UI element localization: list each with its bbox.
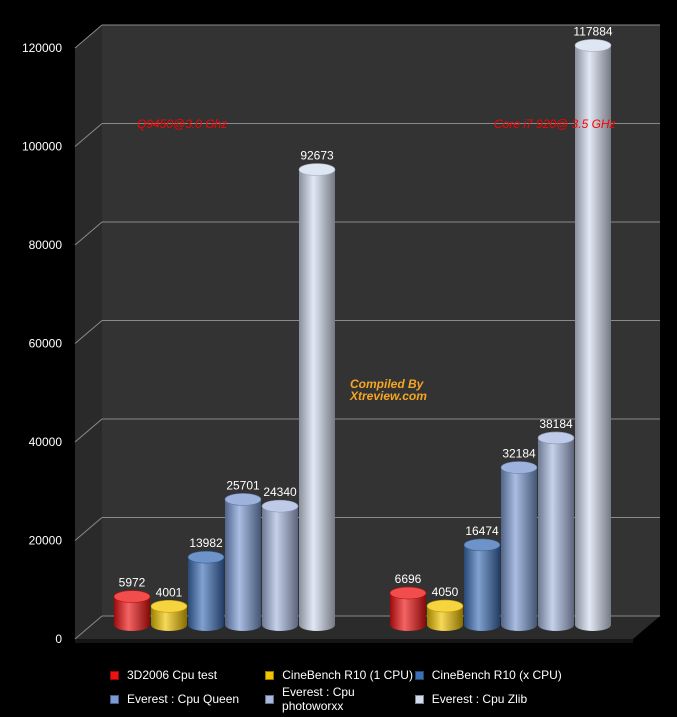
bar-everest-photoworxx <box>261 499 299 631</box>
y-tick-label: 80000 <box>29 238 63 252</box>
floor-front-edge <box>75 639 633 643</box>
legend-item-everest-photoworxx: Everest : Cpu photoworxx <box>265 685 415 713</box>
watermark-line-2: Xtreview.com <box>349 389 427 403</box>
legend-swatch <box>414 670 424 680</box>
legend-swatch <box>414 694 424 704</box>
legend-label: CineBench R10 (x CPU) <box>431 668 562 682</box>
y-tick-label: 20000 <box>29 534 63 548</box>
legend-label: Everest : Cpu photoworxx <box>282 685 355 713</box>
gridline-diagonal <box>74 221 103 246</box>
legend-swatch <box>110 670 119 680</box>
data-label-cinebench-xcpu: 13982 <box>189 536 223 550</box>
data-label-everest-zlib: 117884 <box>573 24 612 38</box>
data-label-cinebench-1cpu: 4001 <box>156 585 183 599</box>
data-label-3d2006: 5972 <box>119 576 146 590</box>
data-label-everest-zlib: 92673 <box>300 149 334 163</box>
y-tick-label: 60000 <box>29 337 63 351</box>
data-label-everest-photoworxx: 24340 <box>263 485 297 499</box>
data-label-cinebench-1cpu: 4050 <box>432 585 459 599</box>
legend-label: Everest : Cpu Queen <box>127 692 240 706</box>
legend-item-3d2006: 3D2006 Cpu test <box>110 668 265 682</box>
data-label-everest-queen: 32184 <box>502 446 536 460</box>
gridline-diagonal <box>74 320 103 344</box>
y-tick-label: 100000 <box>22 140 62 154</box>
legend-item-everest-queen: Everest : Cpu Queen <box>110 692 265 706</box>
y-axis: 0 20000 40000 60000 80000 100000 120000 <box>22 41 62 646</box>
gridline-diagonal <box>74 517 103 541</box>
annotation-core-i7: Core i7 920@ 3.5 GHz <box>494 117 616 131</box>
bar-everest-photoworxx <box>537 431 575 631</box>
legend-item-cinebench-xcpu: CineBench R10 (x CPU) <box>414 668 570 682</box>
legend-swatch <box>265 670 275 680</box>
data-label-everest-queen: 25701 <box>226 478 260 492</box>
bar-everest-zlib <box>574 39 612 631</box>
data-label-3d2006: 6696 <box>395 572 422 586</box>
legend-item-everest-zlib: Everest : Cpu Zlib <box>414 692 570 706</box>
gridline-diagonal <box>74 123 103 147</box>
gridline-diagonal <box>74 418 103 443</box>
bar-everest-queen <box>500 461 538 631</box>
legend-swatch <box>265 694 275 704</box>
legend-label: 3D2006 Cpu test <box>127 668 218 682</box>
watermark-line-1: Compiled By <box>350 377 425 391</box>
legend-swatch <box>110 694 119 704</box>
y-tick-label: 40000 <box>29 435 63 449</box>
annotation-q9450: Q9450@3.0 Ghz <box>137 117 227 131</box>
grid <box>74 24 660 640</box>
y-tick-label: 0 <box>55 632 62 646</box>
legend-label: CineBench R10 (1 CPU) <box>282 668 413 682</box>
legend-item-cinebench-1cpu: CineBench R10 (1 CPU) <box>265 668 415 682</box>
bar-cinebench-xcpu <box>187 550 225 631</box>
bar-cinebench-1cpu <box>150 599 188 631</box>
bar-cinebench-xcpu <box>463 538 501 631</box>
gridline-diagonal <box>74 24 103 49</box>
legend-label: Everest : Cpu Zlib <box>431 692 528 706</box>
data-labels: 5972 4001 13982 25701 24340 92673 6696 4050 1647… <box>119 24 613 599</box>
data-label-cinebench-xcpu: 16474 <box>465 524 499 538</box>
legend: 3D2006 Cpu test CineBench R10 (1 CPU) Ci… <box>110 663 570 713</box>
bar-everest-zlib <box>298 163 336 631</box>
y-tick-label: 120000 <box>22 41 62 55</box>
legend-row-2: Everest : Cpu Queen Everest : Cpu photow… <box>110 685 570 713</box>
bar-everest-queen <box>224 493 262 631</box>
bar-3d2006 <box>389 586 427 631</box>
bars <box>113 39 612 631</box>
legend-row-1: 3D2006 Cpu test CineBench R10 (1 CPU) Ci… <box>110 663 570 687</box>
bar-3d2006 <box>113 590 151 631</box>
data-label-everest-photoworxx: 38184 <box>539 417 573 431</box>
bar-cinebench-1cpu <box>426 599 464 631</box>
gridline-diagonal <box>74 615 103 640</box>
